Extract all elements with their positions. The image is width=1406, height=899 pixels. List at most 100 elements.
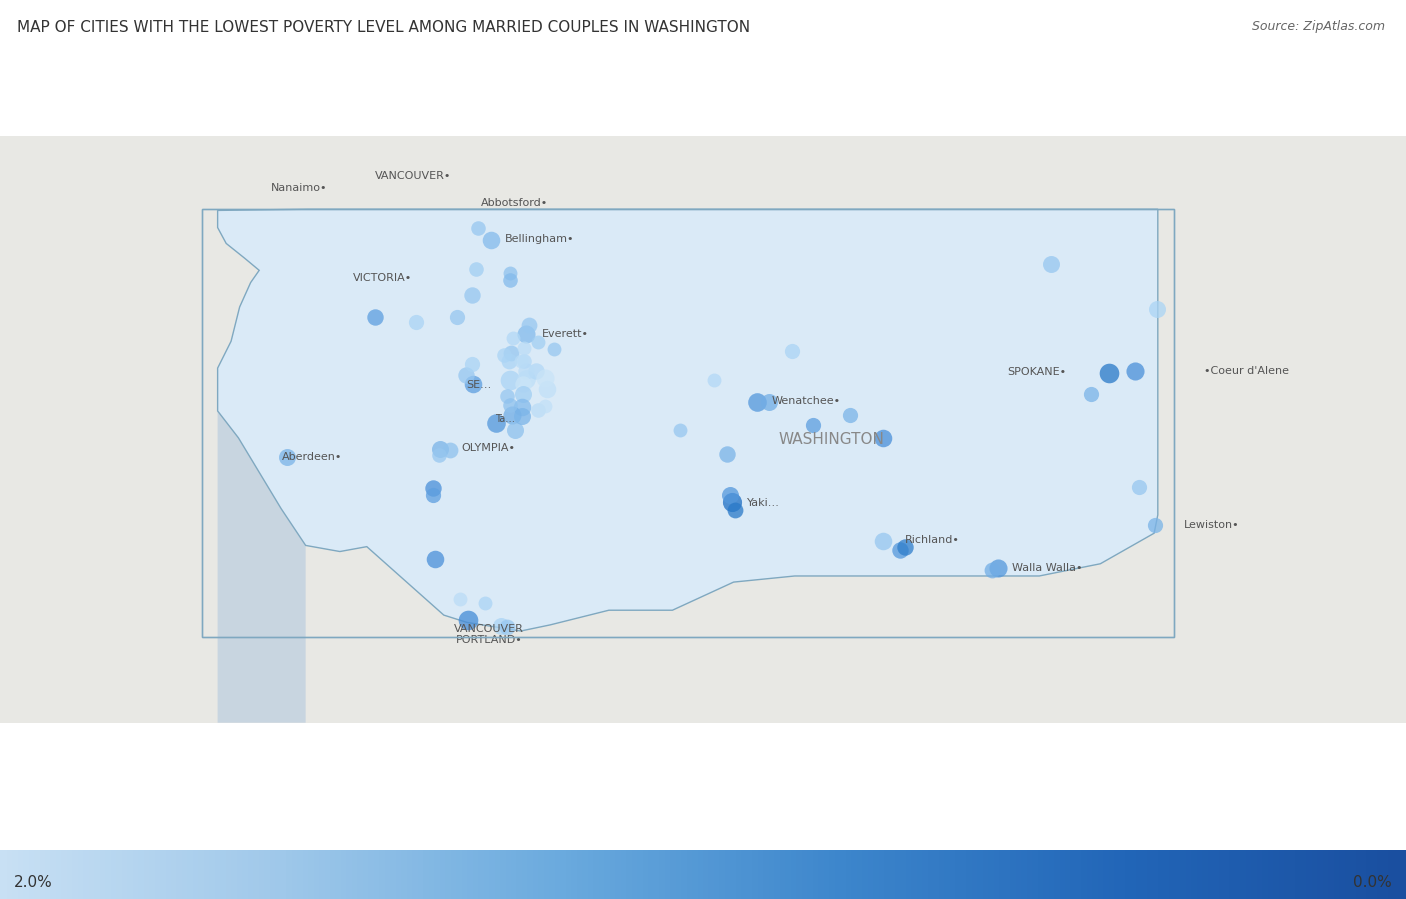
Point: [510, 409, 533, 423]
Bar: [201, 209, 1174, 637]
Point: [703, 373, 725, 387]
Text: Bellingham•: Bellingham•: [505, 234, 575, 245]
Point: [429, 441, 451, 456]
Point: [512, 387, 534, 401]
Point: [515, 327, 537, 342]
Point: [1080, 387, 1102, 401]
Point: [980, 563, 1002, 577]
Point: [405, 315, 427, 329]
Point: [449, 592, 471, 606]
Point: [496, 619, 519, 634]
Point: [499, 273, 522, 288]
Point: [498, 354, 520, 369]
Point: [461, 289, 484, 303]
Point: [481, 233, 503, 247]
Text: MAP OF CITIES WITH THE LOWEST POVERTY LEVEL AMONG MARRIED COUPLES IN WASHINGTON: MAP OF CITIES WITH THE LOWEST POVERTY LE…: [17, 20, 749, 35]
Text: Aberdeen•: Aberdeen•: [283, 452, 342, 462]
Point: [718, 488, 741, 503]
Point: [463, 378, 485, 392]
Text: 0.0%: 0.0%: [1353, 875, 1392, 890]
Text: Lewiston•: Lewiston•: [1184, 520, 1239, 530]
Point: [485, 416, 508, 431]
Point: [446, 310, 468, 325]
Point: [364, 309, 387, 324]
Text: VICTORIA•: VICTORIA•: [353, 272, 412, 282]
Point: [499, 346, 522, 360]
Point: [1123, 364, 1146, 378]
Point: [474, 595, 496, 610]
Text: SPOKANE•: SPOKANE•: [1007, 367, 1066, 377]
Point: [499, 266, 522, 280]
Point: [499, 372, 522, 387]
Point: [510, 400, 533, 414]
Point: [724, 503, 747, 517]
Text: Nanaimo•: Nanaimo•: [271, 183, 328, 193]
Point: [467, 221, 489, 236]
Point: [496, 389, 519, 404]
Point: [439, 443, 461, 458]
Point: [527, 335, 550, 350]
Point: [425, 552, 447, 566]
Point: [893, 539, 915, 554]
Point: [512, 377, 534, 391]
Point: [721, 495, 744, 510]
Point: [543, 342, 565, 356]
Text: Wenatchee•: Wenatchee•: [772, 396, 841, 406]
Polygon shape: [0, 136, 1406, 723]
Bar: [201, 209, 1174, 637]
Point: [515, 372, 537, 387]
Point: [503, 423, 526, 438]
Text: Yaki…: Yaki…: [747, 498, 780, 508]
Text: Walla Walla•: Walla Walla•: [1012, 563, 1083, 573]
Point: [427, 448, 450, 462]
Text: WASHINGTON: WASHINGTON: [779, 432, 884, 447]
Point: [758, 396, 780, 410]
Point: [716, 447, 738, 461]
Point: [536, 382, 558, 396]
Point: [1128, 479, 1150, 494]
Point: [519, 318, 541, 333]
Point: [422, 481, 444, 495]
Point: [1098, 366, 1121, 380]
Point: [422, 488, 444, 503]
Point: [987, 561, 1010, 575]
Point: [513, 353, 536, 368]
Text: Source: ZipAtlas.com: Source: ZipAtlas.com: [1251, 20, 1385, 32]
Point: [457, 613, 479, 628]
Text: Richland•: Richland•: [904, 535, 960, 545]
Point: [515, 363, 537, 378]
Point: [745, 396, 768, 410]
Text: Ta…: Ta…: [495, 414, 515, 424]
Point: [780, 343, 803, 358]
Point: [501, 407, 523, 422]
Point: [464, 262, 486, 276]
Point: [527, 403, 550, 417]
Point: [534, 371, 557, 386]
Point: [499, 397, 522, 412]
Polygon shape: [0, 136, 1406, 723]
Point: [491, 619, 513, 634]
Text: VANCOUVER
PORTLAND•: VANCOUVER PORTLAND•: [454, 624, 524, 645]
Point: [534, 399, 557, 414]
Text: OLYMPIA•: OLYMPIA•: [461, 442, 515, 452]
Point: [461, 356, 484, 370]
Polygon shape: [218, 209, 1157, 631]
Point: [513, 341, 536, 355]
Point: [502, 331, 524, 345]
Point: [889, 543, 911, 557]
Point: [872, 534, 894, 548]
Text: Everett•: Everett•: [541, 329, 589, 339]
Point: [454, 369, 477, 383]
Point: [524, 364, 547, 378]
Text: VANCOUVER•: VANCOUVER•: [375, 171, 451, 182]
Point: [801, 418, 824, 432]
Point: [276, 450, 298, 464]
Text: •Coeur d'Alene: •Coeur d'Alene: [1205, 366, 1289, 376]
Polygon shape: [0, 411, 305, 723]
Point: [509, 354, 531, 369]
Point: [1144, 518, 1167, 532]
Point: [1040, 257, 1063, 271]
Text: 2.0%: 2.0%: [14, 875, 53, 890]
Text: SE…: SE…: [467, 380, 492, 390]
Text: Abbotsford•: Abbotsford•: [481, 198, 548, 208]
